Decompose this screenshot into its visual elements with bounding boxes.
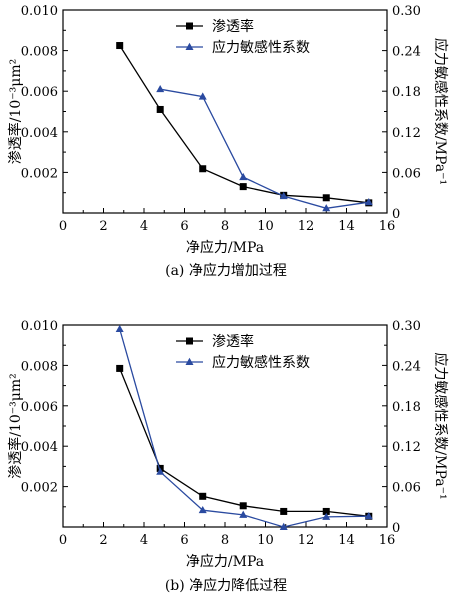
panel-a-chart: 0 2 4 6 8 10 12 14 16 0.010 0.008 0.006 0.004 0.002 0.… (7, 4, 449, 279)
y2-tick-label: 0.24 (392, 45, 421, 60)
data-point-permeability (322, 194, 330, 202)
y-tick-label: 0.006 (21, 400, 58, 415)
data-point-permeability (156, 105, 164, 113)
x-tick-label: 12 (298, 219, 315, 234)
y-tick-label: 0.004 (21, 440, 58, 455)
y-tick-label: 0.002 (21, 481, 58, 496)
x-tick-label: 6 (180, 533, 188, 548)
panel-caption: (b) 净应力降低过程 (165, 577, 287, 594)
legend-marker-triangle (185, 357, 194, 365)
data-point-sensitivity (156, 467, 165, 475)
y-tick-label: 0.008 (21, 359, 58, 374)
panel-b-chart: 0 2 4 6 8 10 12 14 16 0.010 0.008 0.006 0.004 0.002 0.… (7, 319, 449, 594)
data-point-permeability (116, 42, 124, 50)
data-point-sensitivity (364, 512, 373, 520)
data-point-sensitivity (239, 172, 248, 181)
data-point-permeability (199, 165, 207, 173)
series-line-permeability (119, 368, 369, 517)
data-point-permeability (116, 364, 124, 372)
y-tick-label: 0.002 (21, 166, 58, 181)
legend-label: 应力敏感性系数 (212, 39, 310, 56)
legend-marker-square (186, 337, 193, 345)
x-tick-label: 4 (140, 219, 148, 234)
x-axis-label: 净应力/MPa (186, 553, 264, 570)
x-tick-label: 8 (221, 533, 229, 548)
legend-label: 应力敏感性系数 (212, 354, 310, 371)
x-tick-label: 16 (379, 533, 396, 548)
y2-tick-label: 0.30 (392, 319, 421, 334)
y2-tick-label: 0.12 (392, 126, 421, 141)
panel-caption: (a) 净应力增加过程 (165, 262, 287, 279)
x-tick-label: 6 (180, 219, 188, 234)
data-point-sensitivity (322, 512, 331, 520)
x-tick-label: 4 (140, 533, 148, 548)
data-point-sensitivity (322, 204, 331, 212)
data-point-sensitivity (239, 510, 248, 518)
x-tick-label: 12 (298, 533, 315, 548)
y-tick-label: 0.010 (21, 4, 58, 19)
data-point-sensitivity (198, 505, 207, 514)
y2-axis-label: 应力敏感性系数/MPa⁻¹ (432, 352, 449, 499)
data-point-sensitivity (115, 324, 124, 333)
x-tick-label: 0 (59, 219, 67, 234)
x-tick-label: 16 (379, 219, 396, 234)
x-tick-label: 10 (257, 533, 274, 548)
x-axis-label: 净应力/MPa (186, 239, 264, 256)
y-tick-label: 0.010 (21, 319, 58, 334)
y2-tick-label: 0 (392, 521, 400, 536)
data-point-permeability (199, 492, 207, 500)
x-tick-label: 2 (99, 533, 107, 548)
y2-axis-label: 应力敏感性系数/MPa⁻¹ (432, 38, 449, 185)
data-point-sensitivity (198, 92, 207, 100)
legend-marker-square (186, 22, 193, 30)
y-axis-label: 渗透率/10⁻³μm² (7, 373, 24, 479)
data-point-permeability (280, 507, 288, 515)
y2-tick-label: 0.30 (392, 4, 421, 19)
y2-tick-label: 0.06 (392, 481, 421, 496)
x-tick-label: 2 (99, 219, 107, 234)
data-point-sensitivity (279, 191, 288, 200)
x-tick-label: 14 (338, 533, 355, 548)
x-tick-label: 0 (59, 533, 67, 548)
data-point-sensitivity (156, 84, 165, 93)
data-point-sensitivity (364, 197, 373, 206)
y2-tick-label: 0.18 (392, 85, 421, 100)
y-tick-label: 0.004 (21, 126, 58, 141)
series-line-sensitivity (160, 88, 369, 209)
data-point-permeability (239, 183, 247, 191)
legend-marker-triangle (185, 42, 194, 50)
data-point-sensitivity (279, 522, 288, 530)
x-tick-label: 14 (338, 219, 355, 234)
y-tick-label: 0.006 (21, 85, 58, 100)
y2-tick-label: 0 (392, 207, 400, 222)
y2-tick-label: 0.24 (392, 359, 421, 374)
x-tick-label: 10 (257, 219, 274, 234)
legend-label: 渗透率 (212, 18, 254, 35)
y2-tick-label: 0.06 (392, 166, 421, 181)
y-tick-label: 0.008 (21, 45, 58, 60)
data-point-permeability (239, 502, 247, 510)
legend-label: 渗透率 (212, 333, 254, 350)
x-tick-label: 8 (221, 219, 229, 234)
y2-tick-label: 0.18 (392, 400, 421, 415)
y-axis-label: 渗透率/10⁻³μm² (7, 59, 24, 165)
y2-tick-label: 0.12 (392, 440, 421, 455)
data-point-permeability (322, 507, 330, 515)
